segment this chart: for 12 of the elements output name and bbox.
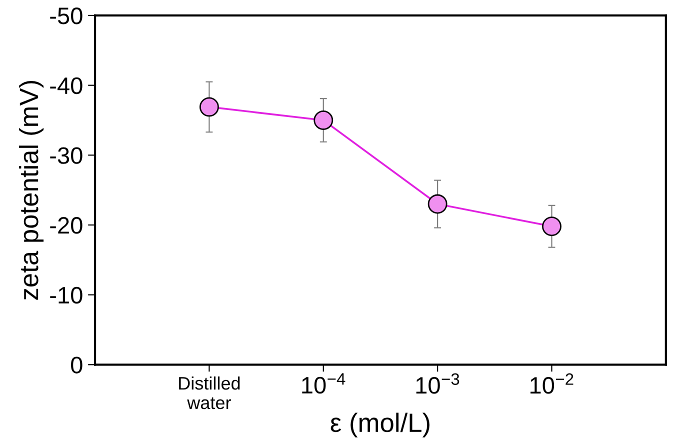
y-tick-label: -20 (50, 217, 82, 234)
x-tick-label: Distilled water (179, 376, 240, 410)
x-axis-title: ε (mol/L) (330, 412, 430, 438)
x-tick-label: 10$^{−4}$ (302, 373, 346, 394)
x-tick-label: 10$^{−3}$ (416, 373, 460, 394)
y-axis-title: zeta potential (mV) (18, 80, 44, 300)
y-tick-label: 0 (71, 356, 82, 374)
y-tick-label: -50 (50, 8, 82, 24)
y-tick-label: -10 (50, 286, 82, 304)
x-tick-label: 10$^{−2}$ (530, 373, 574, 394)
y-tick-label: -30 (50, 147, 82, 164)
y-tick-label: -40 (50, 77, 82, 94)
